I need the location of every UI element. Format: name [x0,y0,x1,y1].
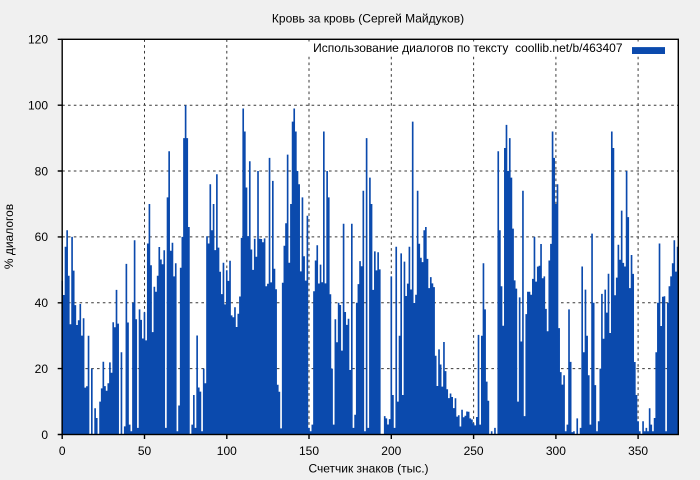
svg-text:80: 80 [35,164,49,178]
svg-text:100: 100 [217,444,237,458]
svg-text:120: 120 [28,33,48,47]
svg-text:300: 300 [546,444,566,458]
svg-text:20: 20 [35,362,49,376]
svg-text:Использование диалогов по текс: Использование диалогов по тексту coollib… [313,41,623,55]
svg-text:350: 350 [628,444,648,458]
svg-text:60: 60 [35,230,49,244]
svg-text:100: 100 [28,99,48,113]
svg-text:250: 250 [464,444,484,458]
svg-text:% диалогов: % диалогов [2,204,16,269]
svg-text:150: 150 [299,444,319,458]
svg-text:200: 200 [381,444,401,458]
svg-text:0: 0 [59,444,66,458]
svg-text:Счетчик знаков (тыс.): Счетчик знаков (тыс.) [308,462,428,476]
svg-text:40: 40 [35,296,49,310]
svg-text:0: 0 [41,428,48,442]
svg-text:Кровь за кровь (Сергей Майдуко: Кровь за кровь (Сергей Майдуков) [272,12,464,26]
svg-text:50: 50 [138,444,152,458]
